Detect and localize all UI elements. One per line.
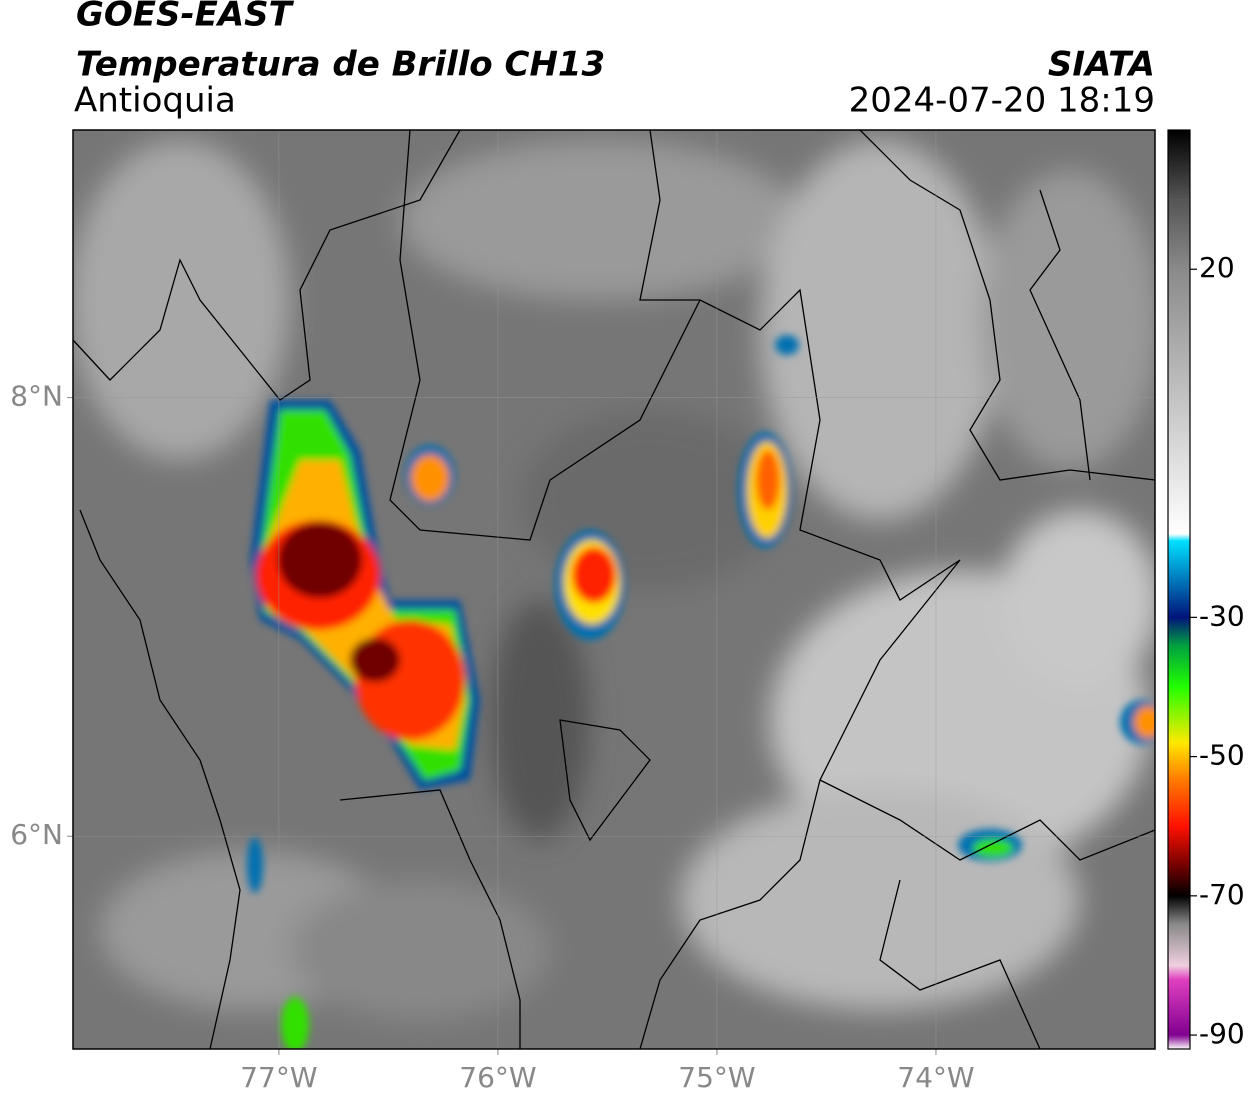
map <box>73 130 1155 1049</box>
y-tick-label: 6°N <box>10 818 63 851</box>
colorbar-segment <box>1168 686 1190 743</box>
colorbar-segment <box>1168 923 1190 966</box>
colorbar-tick-label: -70 <box>1199 878 1245 911</box>
colorbar-segment <box>1168 867 1190 897</box>
colorbar-segment <box>1168 199 1190 270</box>
colorbar-segment <box>1168 540 1190 618</box>
borders <box>73 130 1155 1049</box>
colorbar-segment <box>1168 269 1190 535</box>
colorbar-tick-label: -30 <box>1199 599 1245 632</box>
map-frame <box>72 129 1156 1050</box>
x-tick-label: 75°W <box>678 1061 755 1094</box>
colorbar-segment <box>1168 617 1190 646</box>
x-tick-label: 76°W <box>459 1061 536 1094</box>
colorbar-segment <box>1168 895 1190 924</box>
colorbar-tick-label: -50 <box>1199 739 1245 772</box>
colorbar-segment <box>1168 1035 1190 1050</box>
grid <box>67 130 1155 1055</box>
colorbar-frame <box>1167 129 1191 1050</box>
colorbar-tick-label: 20 <box>1199 251 1235 284</box>
colorbar-segment <box>1168 130 1190 200</box>
colorbar-segment <box>1168 965 1190 980</box>
x-tick-label: 74°W <box>897 1061 974 1094</box>
colorbar: 20 -30 -50 -70 -90 <box>1167 129 1245 1050</box>
storms <box>247 335 1155 1049</box>
x-tick-label: 77°W <box>240 1061 317 1094</box>
colorbar-tick-label: -90 <box>1199 1017 1245 1050</box>
colorbar-segment <box>1168 533 1190 542</box>
timestamp: 2024-07-20 18:19 <box>849 81 1155 121</box>
colorbar-segment <box>1168 979 1190 1036</box>
colorbar-segment <box>1168 645 1190 688</box>
source: SIATA <box>1048 45 1155 85</box>
region: Antioquia <box>74 81 236 121</box>
y-tick-label: 8°N <box>10 380 63 413</box>
subtitle: Temperatura de Brillo CH13 <box>76 45 605 85</box>
colorbar-segment <box>1168 777 1190 827</box>
title: GOES-EAST <box>76 0 295 35</box>
colorbar-segment <box>1168 826 1190 869</box>
colorbar-segment <box>1168 742 1190 778</box>
